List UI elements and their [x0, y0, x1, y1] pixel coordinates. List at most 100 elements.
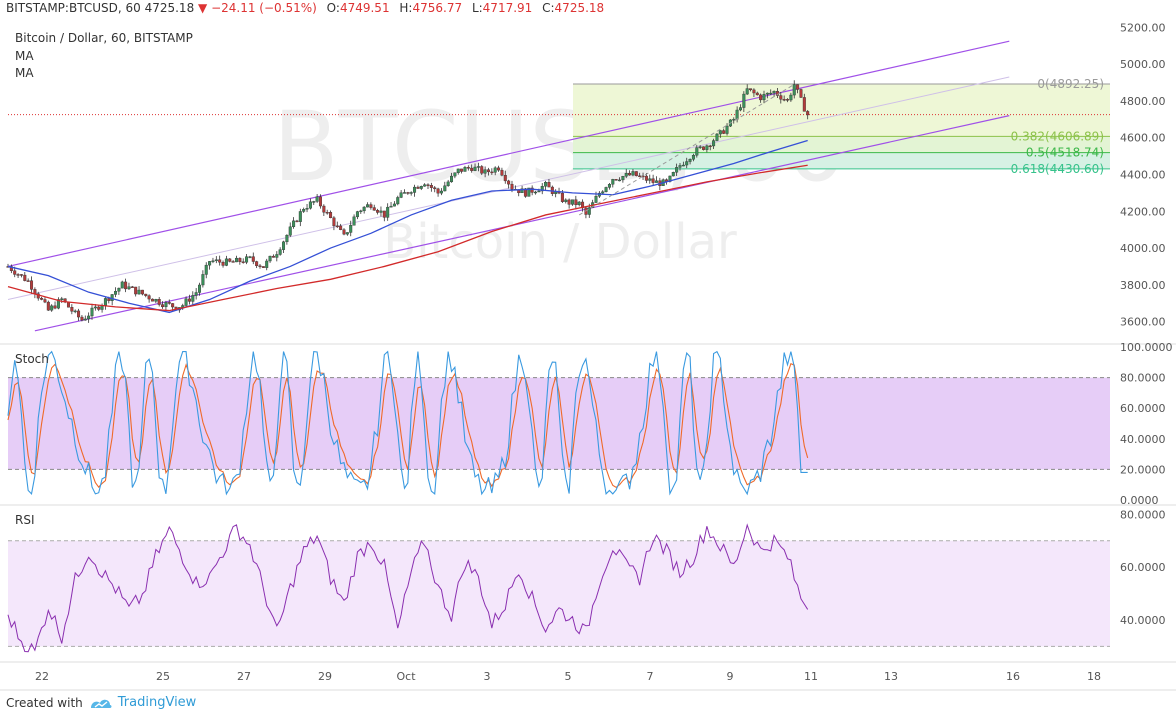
candle-body: [258, 265, 262, 268]
candle-body: [594, 196, 598, 203]
symbol-name[interactable]: BITSTAMP:BTCUSD, 60: [6, 1, 141, 15]
legend-ma-1[interactable]: MA: [15, 49, 34, 63]
candle-body: [429, 185, 433, 188]
candle-body: [654, 180, 658, 183]
open-value: 4749.51: [339, 1, 390, 15]
candle-body: [150, 298, 154, 302]
candle-body: [349, 225, 353, 233]
tradingview-logo-icon: [90, 699, 112, 708]
candle-body: [127, 286, 131, 290]
candle-body: [671, 172, 675, 177]
stoch-pane-label[interactable]: Stoch: [15, 352, 49, 366]
candle-body: [90, 307, 94, 317]
candle-body: [93, 306, 97, 309]
candle-body: [265, 260, 269, 268]
time-tick-label: 7: [647, 670, 654, 683]
candle-body: [107, 298, 111, 301]
candle-body: [355, 211, 359, 218]
candle-body: [251, 256, 255, 262]
stoch-tick-label: 80.0000: [1120, 372, 1166, 385]
candle-body: [46, 301, 50, 311]
candle-body: [631, 171, 635, 176]
candle-body: [228, 258, 232, 262]
candle-body: [392, 203, 396, 207]
time-tick-label: 27: [237, 670, 251, 683]
legend-title[interactable]: Bitcoin / Dollar, 60, BITSTAMP: [15, 31, 193, 45]
candle-body: [497, 167, 501, 171]
time-tick-label: Oct: [396, 670, 416, 683]
candle-body: [191, 295, 195, 302]
candle-body: [396, 197, 400, 205]
candle-body: [564, 199, 568, 202]
rsi-pane-label[interactable]: RSI: [15, 513, 35, 527]
candle-body: [759, 94, 763, 101]
candle-body: [140, 289, 144, 295]
candle-body: [611, 179, 615, 185]
candle-body: [466, 167, 470, 169]
candle-body: [187, 298, 191, 302]
candle-body: [456, 168, 460, 174]
candle-body: [554, 191, 558, 194]
candle-body: [161, 304, 165, 308]
rsi-band: [8, 540, 1110, 647]
candle-body: [389, 205, 393, 208]
close-value: 4725.18: [554, 1, 605, 15]
candle-body: [292, 220, 296, 228]
rsi-tick-label: 80.0000: [1120, 508, 1166, 521]
candle-body: [722, 130, 726, 134]
candles-group: [6, 80, 810, 323]
candle-body: [705, 145, 709, 150]
candle-body: [507, 180, 511, 185]
price-tick-label: 5200.00: [1120, 21, 1166, 34]
candle-body: [799, 89, 803, 98]
candle-body: [342, 229, 346, 235]
candle-body: [53, 305, 57, 309]
close-label: C:: [542, 1, 555, 15]
candle-body: [651, 178, 655, 183]
time-tick-label: 9: [727, 670, 734, 683]
candle-body: [164, 302, 168, 308]
candle-body: [73, 310, 77, 313]
candle-body: [413, 186, 417, 193]
price-tick-label: 4800.00: [1120, 95, 1166, 108]
candle-body: [698, 146, 702, 148]
candle-body: [460, 168, 464, 172]
candle-body: [644, 175, 648, 181]
candle-body: [335, 225, 339, 228]
candle-body: [234, 257, 238, 263]
candle-body: [792, 84, 796, 96]
candle-body: [534, 191, 538, 194]
legend-ma-2[interactable]: MA: [15, 66, 34, 80]
fib-zone-band: [573, 152, 1110, 169]
candle-body: [476, 166, 480, 168]
candle-body: [735, 109, 739, 120]
candle-body: [325, 211, 329, 214]
candle-body: [248, 256, 252, 258]
candle-body: [362, 206, 366, 212]
candle-body: [755, 92, 759, 96]
candle-body: [322, 205, 326, 213]
candle-body: [194, 292, 198, 296]
candle-body: [56, 299, 60, 309]
time-tick-label: 3: [484, 670, 491, 683]
candle-body: [416, 186, 420, 189]
tradingview-link[interactable]: TradingView: [89, 695, 197, 710]
tradingview-brand: TradingView: [117, 695, 197, 710]
candle-body: [742, 93, 746, 108]
candle-body: [439, 190, 443, 194]
candle-body: [13, 270, 17, 275]
candle-body: [134, 286, 138, 295]
rsi-tick-label: 60.0000: [1120, 561, 1166, 574]
candle-body: [372, 207, 376, 211]
candle-body: [806, 111, 810, 116]
candle-body: [628, 173, 632, 176]
fib-level-label: 0.382(4606.89): [1011, 129, 1104, 143]
candle-body: [789, 94, 793, 101]
candle-body: [231, 261, 235, 263]
candle-body: [715, 133, 719, 141]
candle-body: [419, 186, 423, 189]
candle-body: [83, 318, 87, 321]
candle-body: [436, 188, 440, 194]
candle-body: [675, 167, 679, 173]
